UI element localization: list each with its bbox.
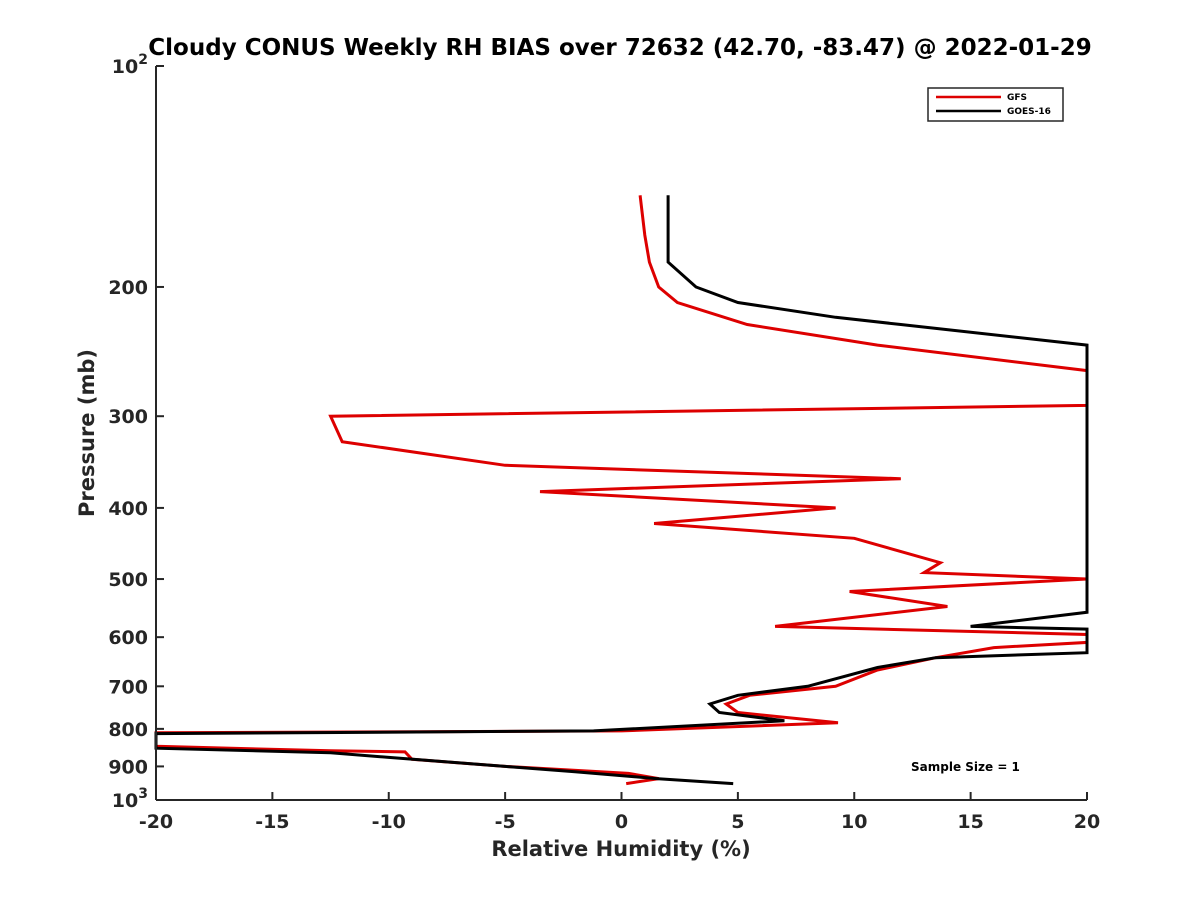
y-tick-label: 700	[108, 676, 148, 698]
x-axis-ticks: -20 -15 -10 -5 0 5 10 15 20	[139, 792, 1100, 833]
y-tick-label: 400	[108, 498, 148, 520]
y-tick-label: 500	[108, 569, 148, 591]
legend-label-gfs: GFS	[1007, 93, 1027, 103]
sample-size-annotation: Sample Size = 1	[911, 760, 1020, 774]
x-tick-label: 5	[731, 811, 744, 833]
y-tick-label: 900	[108, 756, 148, 778]
x-tick-label: 15	[957, 811, 983, 833]
x-tick-label: 0	[615, 811, 628, 833]
chart-title: Cloudy CONUS Weekly RH BIAS over 72632 (…	[148, 35, 1091, 61]
y-tick-label: 200	[108, 277, 148, 299]
series-line-goes-16	[154, 195, 1089, 786]
y-tick-label: 600	[108, 627, 148, 649]
x-tick-label: -5	[495, 811, 516, 833]
y-axis-label: Pressure (mb)	[75, 349, 99, 517]
y-tick-label: 102	[112, 52, 148, 78]
legend-label-goes16: GOES-16	[1007, 107, 1051, 117]
plot-area: -20 -15 -10 -5 0 5 10 15 20 102 200 300 400 500 600 70…	[108, 52, 1100, 833]
x-tick-label: 20	[1074, 811, 1100, 833]
legend: GFS GOES-16	[927, 87, 1064, 122]
x-tick-label: -15	[255, 811, 289, 833]
legend-box	[927, 87, 1064, 122]
x-tick-label: 10	[841, 811, 867, 833]
y-tick-label: 300	[108, 406, 148, 428]
x-axis-label: Relative Humidity (%)	[491, 837, 750, 861]
x-tick-label: -20	[139, 811, 173, 833]
y-axis-ticks: 102 200 300 400 500 600 700 800 900 103	[108, 52, 164, 812]
y-tick-label: 800	[108, 719, 148, 741]
x-tick-label: -10	[372, 811, 406, 833]
y-tick-label: 103	[112, 786, 148, 812]
